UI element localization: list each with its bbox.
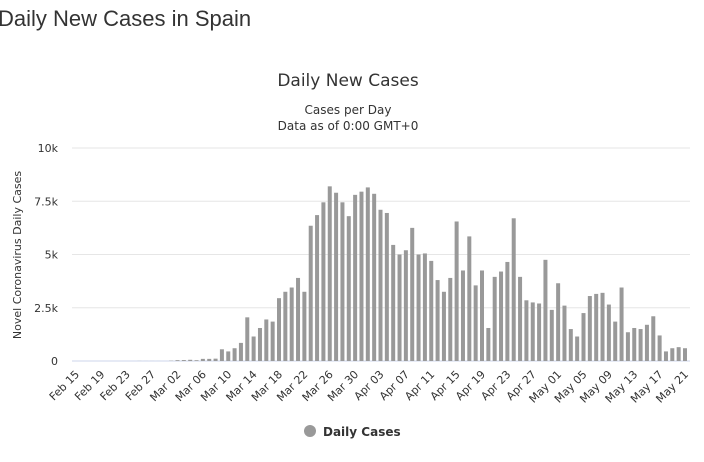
y-tick-label: 2.5k	[34, 302, 58, 315]
bar	[568, 329, 573, 361]
bar	[606, 304, 611, 361]
chart-subtitle: Cases per Day	[305, 103, 392, 117]
bar	[245, 317, 250, 361]
bar	[422, 253, 427, 361]
bar	[327, 186, 332, 361]
bar	[448, 277, 453, 361]
bar	[384, 212, 389, 361]
chart-subtitle: Data as of 0:00 GMT+0	[278, 119, 419, 133]
y-tick-label: 10k	[38, 142, 59, 155]
bar	[683, 348, 687, 361]
bar	[511, 218, 516, 361]
bar	[346, 216, 351, 361]
bar	[492, 276, 497, 361]
bar	[226, 351, 231, 361]
bar	[277, 298, 281, 361]
bar	[562, 305, 567, 361]
bar	[207, 358, 212, 361]
bar	[219, 349, 224, 361]
bar	[663, 351, 668, 361]
bar	[594, 293, 599, 361]
bar	[467, 236, 472, 361]
bar	[213, 358, 218, 361]
bar	[403, 250, 408, 361]
bar	[289, 287, 294, 361]
bar	[454, 221, 459, 361]
bar	[524, 300, 529, 361]
bar	[518, 276, 523, 361]
bar	[429, 260, 434, 361]
y-axis-label: Novel Coronavirus Daily Cases	[11, 171, 24, 339]
y-tick-label: 7.5k	[34, 195, 58, 208]
bar	[188, 359, 193, 361]
bar	[251, 336, 256, 361]
bar	[676, 347, 681, 361]
bar	[575, 336, 580, 361]
bar	[480, 270, 484, 361]
page-title: Daily New Cases in Spain	[0, 6, 251, 31]
bar	[397, 254, 402, 361]
legend-label[interactable]: Daily Cases	[323, 425, 401, 439]
bar	[644, 324, 649, 361]
bar	[435, 280, 440, 361]
bar	[378, 209, 383, 361]
bar	[486, 327, 491, 361]
bar	[625, 332, 630, 361]
bar	[315, 215, 320, 361]
bar	[416, 254, 421, 361]
bar	[600, 292, 605, 361]
bar	[632, 327, 637, 361]
bar	[549, 309, 554, 361]
bar	[657, 335, 662, 361]
bar	[353, 194, 358, 361]
bar	[232, 348, 237, 361]
bar	[194, 360, 199, 361]
bar	[556, 283, 561, 361]
y-tick-label: 0	[51, 355, 58, 368]
bar	[340, 202, 345, 361]
bar	[372, 193, 377, 361]
bar	[473, 285, 478, 361]
bar	[359, 191, 364, 361]
bar	[334, 192, 339, 361]
bar	[670, 348, 675, 361]
bar	[613, 321, 618, 361]
legend-marker[interactable]	[304, 425, 316, 437]
bar	[283, 291, 288, 361]
bar	[238, 342, 243, 361]
bar	[181, 360, 186, 361]
bar	[499, 271, 504, 361]
bar	[257, 327, 262, 361]
bar	[460, 270, 465, 361]
bar	[321, 202, 326, 361]
bar	[365, 187, 370, 361]
bar	[537, 303, 542, 361]
bar	[175, 360, 180, 361]
bar	[270, 321, 275, 361]
bar	[530, 302, 535, 361]
bar	[302, 291, 307, 361]
y-tick-label: 5k	[45, 249, 59, 262]
bar	[587, 296, 592, 361]
bar	[308, 225, 313, 361]
bar	[410, 227, 415, 361]
bar	[651, 316, 656, 361]
bar	[391, 244, 396, 361]
chart-title: Daily New Cases	[277, 71, 419, 91]
bar	[581, 313, 586, 361]
bar	[619, 287, 624, 361]
bar	[200, 358, 205, 361]
bar	[543, 259, 548, 361]
bar	[638, 329, 643, 361]
bar	[505, 261, 510, 361]
bar	[296, 277, 301, 361]
bar	[441, 291, 446, 361]
bar	[264, 319, 269, 361]
